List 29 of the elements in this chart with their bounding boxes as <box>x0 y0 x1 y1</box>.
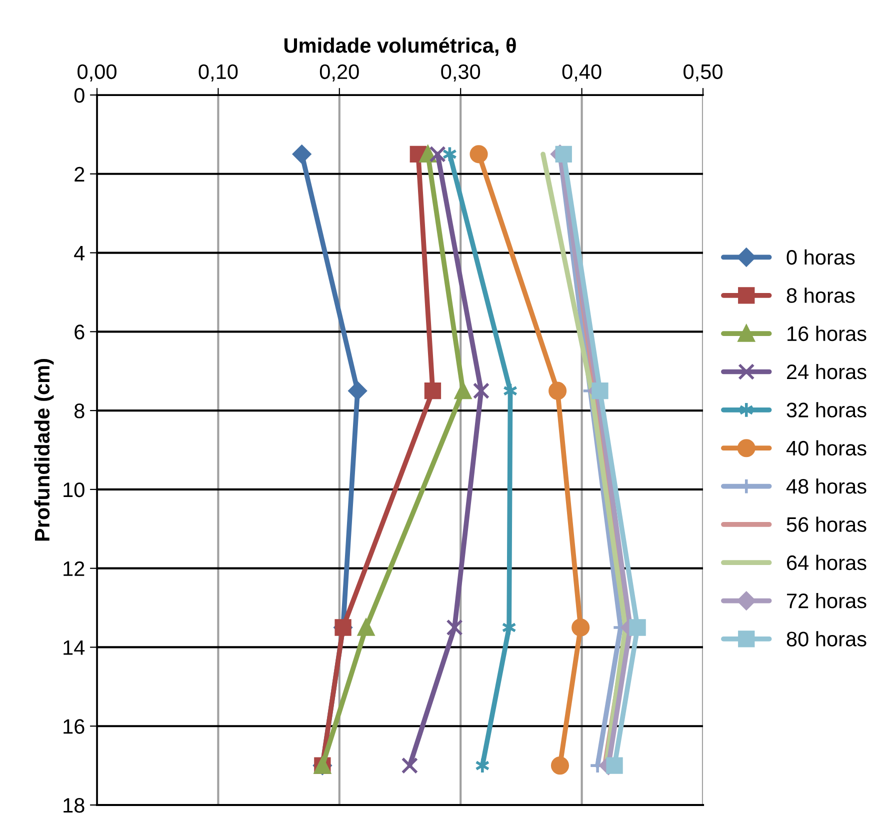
x-axis-title: Umidade volumétrica, θ <box>284 37 516 56</box>
legend-label: 64 horas <box>787 554 866 570</box>
y-tick-label: 14 <box>64 640 85 655</box>
legend-label: 40 horas <box>786 440 866 456</box>
y-tick-label: 2 <box>74 166 84 182</box>
legend-label: 72 horas <box>787 592 866 608</box>
x-tick-label: 0,20 <box>320 64 359 82</box>
legend-label: 56 horas <box>786 516 866 532</box>
legend-label: 80 horas <box>786 631 866 646</box>
legend-label: 48 horas <box>786 478 866 494</box>
y-tick-label: 18 <box>64 798 84 813</box>
y-tick-label: 12 <box>64 561 84 576</box>
y-tick-label: 10 <box>64 482 84 498</box>
y-axis-title: Profundidade (cm) <box>34 359 54 541</box>
x-tick-label: 0,30 <box>441 64 480 82</box>
y-tick-label: 0 <box>74 88 84 103</box>
legend-label: 16 horas <box>788 326 866 342</box>
x-tick-label: 0,40 <box>562 64 602 82</box>
x-tick-label: 0,50 <box>684 64 722 82</box>
y-tick-label: 8 <box>74 404 84 418</box>
legend-label: 32 horas <box>786 402 866 418</box>
y-tick-label: 6 <box>74 324 84 340</box>
legend-label: 24 horas <box>787 364 866 380</box>
legend-label: 0 horas <box>786 249 855 265</box>
legend-label: 8 horas <box>786 288 855 303</box>
x-tick-label: 0,00 <box>78 64 116 82</box>
y-tick-label: 16 <box>64 719 84 734</box>
y-tick-label: 4 <box>74 246 85 260</box>
x-tick-label: 0,10 <box>198 64 238 82</box>
